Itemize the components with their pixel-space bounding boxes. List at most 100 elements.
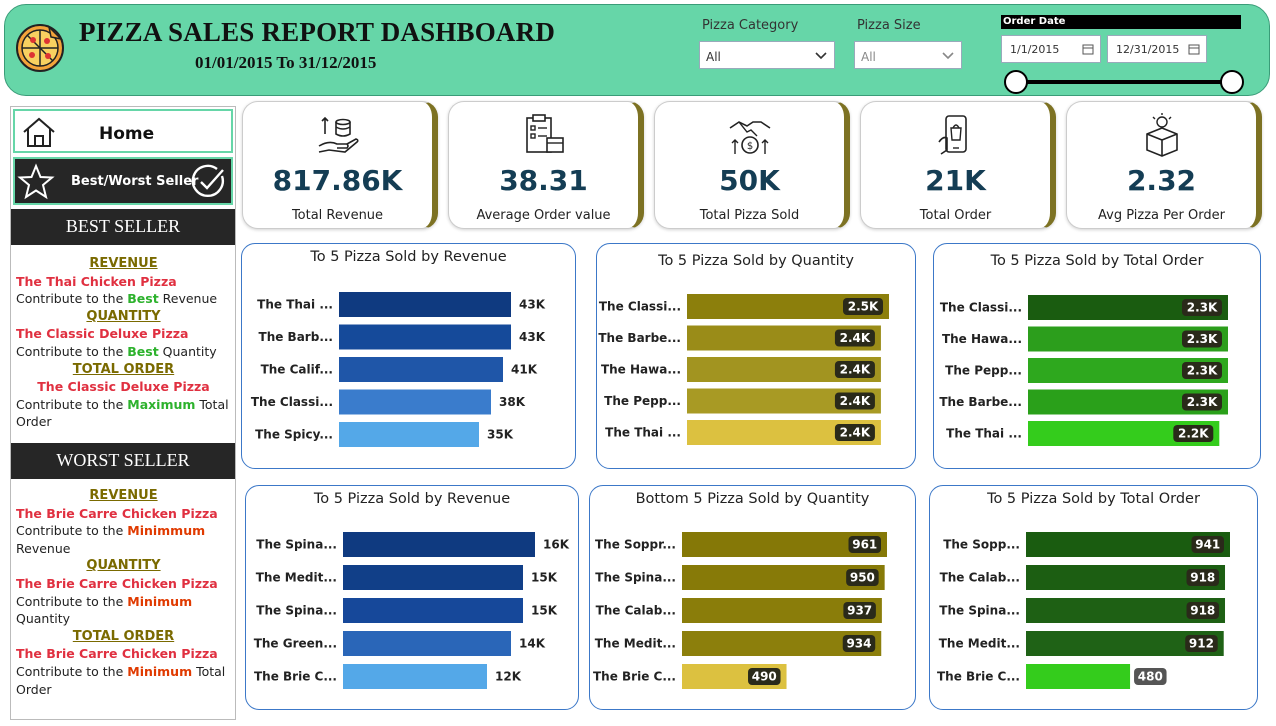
worst-order-text: Contribute to the Minimum Total Order (16, 663, 231, 698)
data-label: 38K (499, 395, 526, 409)
nav-home-button[interactable]: Home (13, 109, 233, 153)
worst-seller-heading: WORST SELLER (11, 443, 235, 479)
kpi-average-order-value-card: 38.31 Average Order value (448, 101, 644, 229)
chart-bottom5-total-order: To 5 Pizza Sold by Total Order The Sopp.… (929, 485, 1258, 710)
category-label: The Classi... (251, 395, 333, 409)
chart-title: To 5 Pizza Sold by Revenue (310, 249, 507, 265)
data-label-pill (834, 392, 875, 410)
bar[interactable] (1026, 664, 1131, 689)
pizza-icon (16, 24, 64, 72)
best-order-pizza: The Classic Deluxe Pizza (37, 379, 210, 395)
kpi-total-order-card: 21K Total Order (860, 101, 1056, 229)
kpi-label: Average Order value (476, 208, 611, 223)
data-label: 2.4K (840, 426, 871, 440)
chart-top5-quantity: To 5 Pizza Sold by Quantity The Classi..… (596, 243, 916, 469)
text-suffix: Quantity (16, 611, 71, 627)
chart-bottom5-revenue: To 5 Pizza Sold by Revenue The Spina... 1… (245, 485, 579, 710)
text-suffix: Total Order (16, 663, 226, 697)
text-suffix: Quantity (158, 343, 217, 359)
bar[interactable] (339, 357, 503, 382)
data-label-pill (1182, 299, 1222, 316)
data-label: 918 (1190, 571, 1215, 585)
data-label: 2.3K (1187, 301, 1218, 315)
data-label-pill (834, 424, 875, 441)
bar[interactable] (343, 598, 523, 623)
category-label: The Spina... (939, 604, 1020, 618)
best-order-heading: TOTAL ORDER (72, 361, 175, 377)
worst-quantity-heading: QUANTITY (86, 558, 161, 574)
chevron-down-icon (815, 52, 827, 60)
kpi-value: 21K (925, 164, 986, 197)
kpi-label: Total Pizza Sold (699, 208, 800, 223)
category-label: The Medit... (939, 637, 1020, 651)
worst-order-pizza: The Brie Carre Chicken Pizza (16, 646, 218, 662)
date-slider-track[interactable] (1016, 80, 1232, 84)
bar[interactable] (339, 389, 491, 415)
best-quantity-pizza: The Classic Deluxe Pizza (16, 326, 189, 342)
highlight-word: Best (127, 291, 159, 307)
category-label: The Barbe... (598, 331, 681, 345)
date-slider-end-handle[interactable] (1220, 70, 1244, 94)
data-label: 2.4K (840, 363, 871, 377)
worst-quantity-pizza: The Brie Carre Chicken Pizza (16, 575, 218, 591)
data-label: 35K (487, 428, 514, 442)
data-label: 2.3K (1187, 364, 1218, 378)
category-label: The Hawa... (601, 363, 681, 377)
data-label-pill (834, 329, 875, 347)
kpi-label: Total Order (919, 208, 992, 223)
kpi-value: 817.86K (272, 164, 403, 197)
data-label-pill (846, 569, 879, 586)
category-label: The Thai ... (257, 298, 333, 312)
category-label: The Classi... (599, 300, 681, 314)
pizza-size-dropdown[interactable]: All (854, 41, 962, 69)
highlight-word: Best (127, 343, 159, 359)
category-label: The Spicy... (255, 428, 333, 442)
bar[interactable] (343, 532, 535, 557)
pizza-category-dropdown[interactable]: All (699, 41, 835, 69)
data-label: 2.3K (1187, 395, 1218, 409)
data-label-pill (843, 602, 876, 619)
chart-top5-revenue: To 5 Pizza Sold by Revenue The Thai ... 4… (241, 243, 576, 469)
text-prefix: Contribute to the (16, 396, 128, 412)
category-label: The Spina... (595, 571, 676, 585)
category-label: The Soppr... (595, 538, 676, 552)
text-suffix: Revenue (158, 291, 218, 307)
chart-title: To 5 Pizza Sold by Quantity (658, 253, 854, 269)
category-label: The Pepp... (604, 394, 681, 408)
header-bar: PIZZA SALES REPORT DASHBOARD 01/01/2015 … (4, 4, 1270, 96)
pizza-size-value: All (861, 50, 876, 64)
pizza-size-label: Pizza Size (857, 18, 921, 33)
calendar-icon[interactable] (1082, 43, 1094, 55)
bar[interactable] (343, 631, 511, 656)
data-label-pill (848, 536, 881, 553)
date-slider-start-handle[interactable] (1004, 70, 1028, 94)
data-label-pill (1134, 668, 1167, 685)
bar[interactable] (343, 565, 523, 590)
chart-title: To 5 Pizza Sold by Total Order (990, 253, 1204, 269)
bar[interactable] (339, 422, 479, 447)
category-label: The Thai ... (605, 426, 681, 440)
data-label: 15K (531, 571, 558, 585)
data-label: 15K (531, 604, 558, 618)
category-label: The Spina... (256, 604, 337, 618)
chart-bottom5-quantity: Bottom 5 Pizza Sold by Quantity The Sopp… (589, 485, 916, 710)
nav-home-label: Home (99, 124, 155, 144)
calendar-icon[interactable] (1188, 43, 1200, 55)
date-to-input[interactable]: 12/31/2015 (1107, 35, 1207, 63)
pizza-category-label: Pizza Category (702, 18, 799, 33)
data-label: 934 (846, 637, 871, 651)
bar[interactable] (339, 292, 511, 317)
data-label: 912 (1189, 637, 1214, 651)
best-seller-heading: BEST SELLER (11, 209, 235, 245)
date-from-input[interactable]: 1/1/2015 (1001, 35, 1101, 63)
data-label: 41K (511, 363, 538, 377)
nav-best-worst-button[interactable]: Best/Worst Seller (13, 157, 233, 205)
data-label: 43K (519, 298, 546, 312)
chart-title: To 5 Pizza Sold by Total Order (987, 491, 1200, 507)
highlight-word: Maximum (127, 396, 196, 412)
bar[interactable] (339, 324, 511, 350)
worst-revenue-heading: REVENUE (89, 488, 158, 503)
bar[interactable] (343, 664, 487, 689)
data-label-pill (1186, 602, 1220, 619)
data-label: 14K (519, 637, 546, 651)
